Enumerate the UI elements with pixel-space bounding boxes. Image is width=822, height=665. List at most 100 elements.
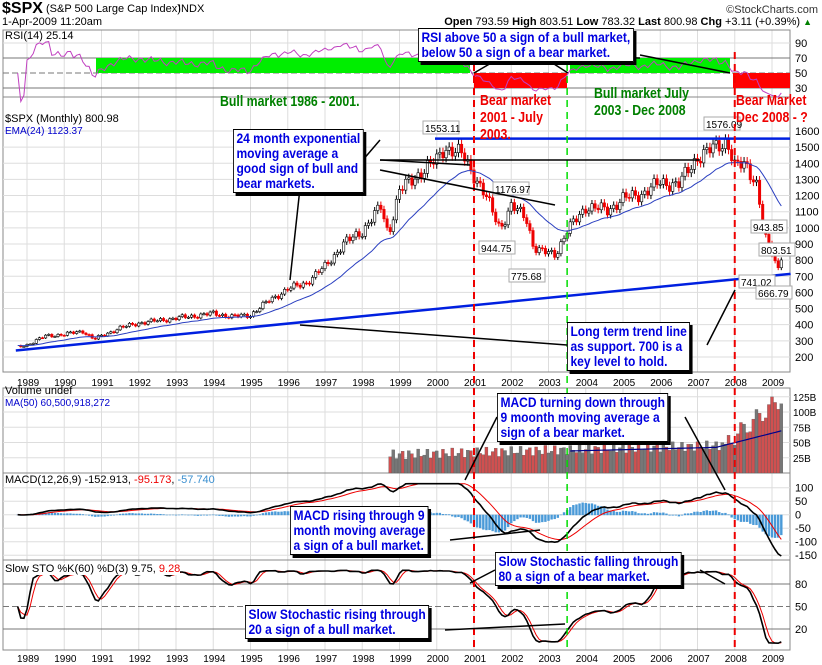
macd-histogram-bar	[662, 512, 665, 516]
candle-body	[503, 224, 507, 227]
candle-body	[245, 313, 249, 318]
price-candle	[59, 333, 63, 337]
macd-histogram-bar	[531, 514, 535, 522]
candle-body	[655, 178, 659, 185]
year-tick-label: 1998	[352, 654, 375, 665]
price-candle	[422, 169, 426, 183]
candle-body	[599, 202, 603, 211]
volume-bar	[400, 451, 405, 474]
candle-body	[115, 329, 119, 334]
macd-histogram-bar	[652, 512, 656, 516]
macd-histogram-bar	[94, 514, 97, 517]
macd-histogram-bar	[761, 514, 764, 532]
macd-histogram-bar	[202, 514, 206, 516]
price-candle	[87, 333, 91, 336]
macd-histogram-bar	[224, 514, 227, 517]
price-candle	[450, 142, 454, 161]
price-candle	[562, 235, 566, 245]
candle-body	[568, 221, 572, 234]
volume-bar	[559, 447, 563, 474]
candle-body	[59, 334, 63, 336]
price-candle	[50, 333, 54, 338]
candle-body	[512, 202, 516, 211]
chg-label: Chg	[700, 16, 722, 28]
candle-body	[180, 314, 184, 317]
candle-body	[677, 181, 681, 188]
candle-body	[81, 330, 85, 334]
volume-bar	[410, 453, 414, 474]
volume-bar	[621, 444, 625, 474]
candle-body	[714, 140, 718, 145]
candle-body	[155, 320, 159, 323]
macd-histogram-bar	[258, 514, 262, 516]
macd-histogram-bar	[109, 514, 113, 516]
year-tick-label: 2004	[576, 378, 599, 389]
candle-body	[121, 325, 125, 328]
ema24-line	[17, 161, 782, 347]
price-candle	[637, 191, 641, 206]
price-candle	[602, 199, 606, 211]
candle-body	[335, 251, 339, 255]
price-candle	[84, 332, 88, 336]
macd-histogram-bar	[603, 507, 606, 516]
price-candle	[661, 174, 665, 189]
point-label-box	[750, 219, 788, 234]
volume-bar	[515, 452, 520, 474]
candle-body	[168, 318, 172, 323]
macd-histogram-bar	[724, 512, 727, 516]
macd-histogram-bar	[705, 510, 709, 516]
year-tick-label: 1999	[390, 378, 413, 389]
year-tick-label: 1989	[17, 654, 40, 665]
candle-body	[637, 195, 641, 203]
volume-bar	[683, 450, 687, 474]
candle-body	[484, 194, 488, 197]
candle-body	[131, 323, 135, 325]
candle-body	[146, 321, 150, 325]
macd-histogram-bar	[671, 514, 674, 516]
price-candle	[500, 219, 504, 230]
year-tick-label: 2000	[427, 378, 450, 389]
macd-histogram-bar	[184, 514, 187, 516]
copyright[interactable]: ©StockCharts.com	[726, 4, 818, 16]
candle-body	[224, 313, 228, 318]
year-tick-label: 2002	[501, 378, 524, 389]
volume-bar	[636, 442, 641, 474]
candle-body	[258, 308, 262, 312]
candle-body	[571, 218, 575, 223]
candle-body	[720, 148, 724, 152]
price-tick-label: 1400	[795, 158, 819, 170]
year-tick-label: 2008	[725, 378, 748, 389]
volume-bar	[463, 457, 467, 474]
candle-body	[525, 217, 529, 224]
macd-histogram-bar	[736, 514, 740, 521]
macd-histogram-bar	[708, 510, 712, 516]
macd-histogram-bar	[283, 511, 286, 516]
price-candle	[379, 201, 383, 213]
candle-body	[267, 301, 271, 303]
candle-body	[717, 140, 721, 152]
price-candle	[143, 321, 147, 326]
price-candle	[348, 233, 352, 244]
macd-histogram-bar	[739, 514, 743, 522]
price-candle	[317, 269, 321, 275]
price-candle	[131, 322, 135, 326]
year-tick-label: 1990	[54, 654, 77, 665]
rsi-line	[17, 41, 782, 104]
volume-bar	[779, 403, 783, 474]
volume-bar	[397, 453, 402, 474]
year-tick-label: 2006	[650, 378, 673, 389]
macd-hist-value: -57.740	[177, 474, 215, 486]
candle-body	[323, 262, 327, 269]
macd-histogram-bar	[432, 513, 435, 516]
macd-histogram-bar	[149, 513, 153, 516]
price-candle	[649, 182, 653, 200]
candle-body	[550, 250, 554, 252]
macd-tick-label: -100	[795, 537, 817, 549]
price-candle	[727, 134, 731, 155]
candle-body	[382, 209, 386, 220]
volume-bar	[478, 453, 482, 474]
price-candle	[65, 330, 69, 337]
volume-bar	[584, 449, 588, 474]
price-candle	[705, 142, 709, 155]
